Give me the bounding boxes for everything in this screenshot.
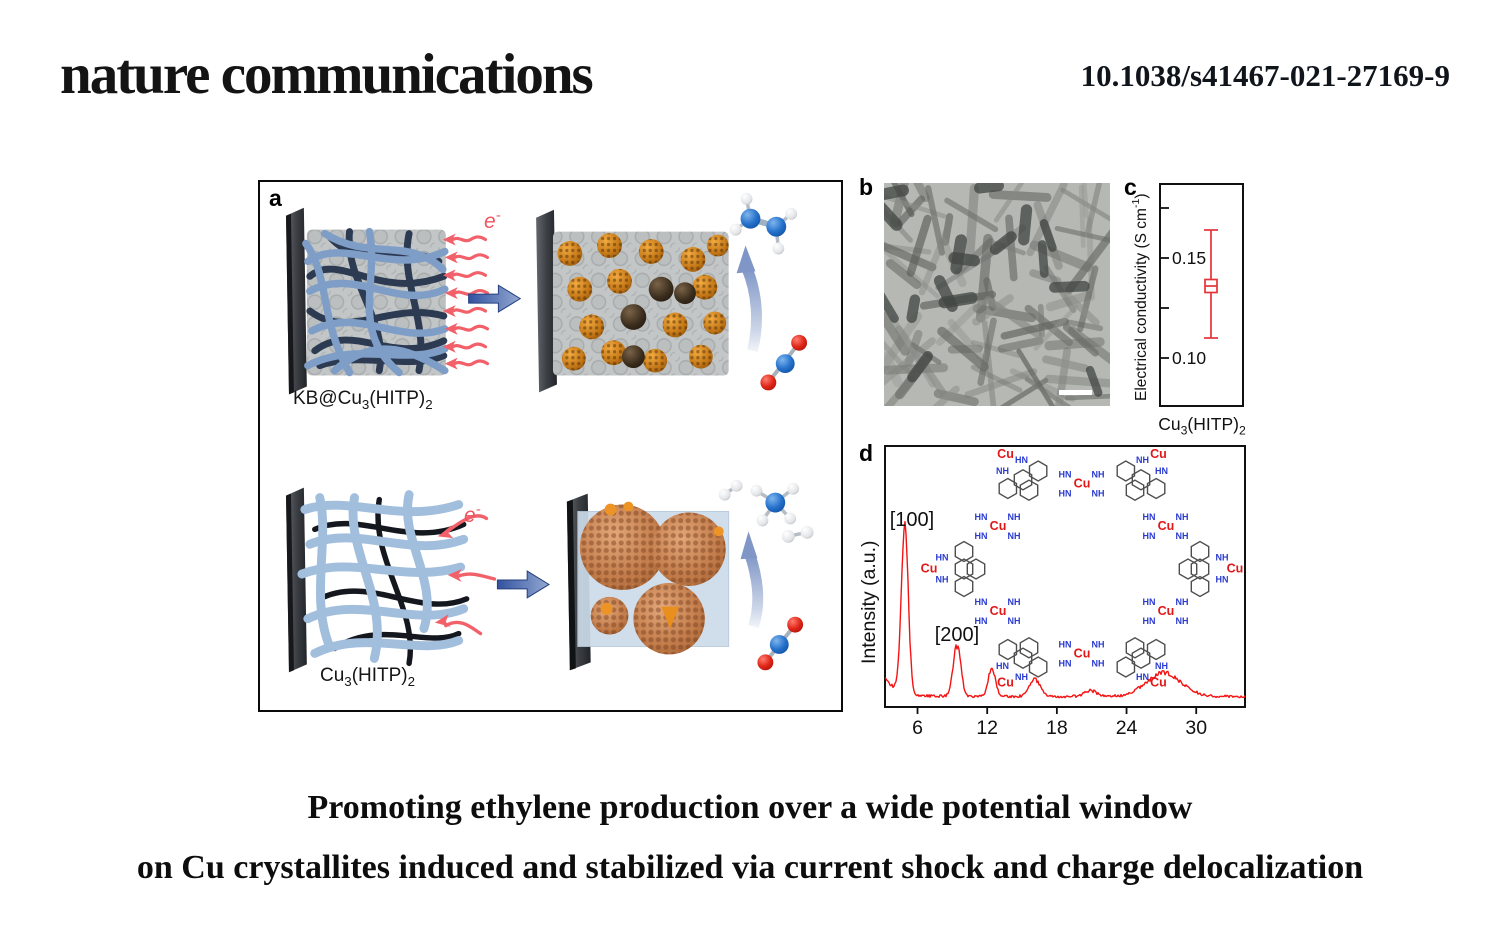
panel-a-illustration [286, 192, 814, 673]
svg-text:HN: HN [1216, 574, 1229, 584]
svg-text:NH: NH [1007, 512, 1020, 522]
svg-text:HN: HN [1059, 658, 1072, 668]
panel-c-label: c [1124, 174, 1137, 200]
electron-flow-arrows-bottom [434, 514, 497, 636]
svg-text:NH: NH [1216, 552, 1229, 562]
svg-text:18: 18 [1046, 717, 1068, 737]
svg-text:Cu: Cu [1158, 519, 1175, 533]
material-label-kb-cu3hitp2: KB@Cu3(HITP)2 [293, 388, 433, 412]
copper-nanoparticles [557, 233, 729, 373]
svg-text:HN: HN [1155, 466, 1168, 476]
doi-text: 10.1038/s41467-021-27169-9 [1080, 58, 1450, 93]
svg-text:NH: NH [1007, 597, 1020, 607]
svg-text:Cu: Cu [1227, 561, 1244, 575]
svg-text:NH: NH [1155, 661, 1168, 671]
panel-b-label: b [859, 174, 874, 200]
mof-nanowires-light [302, 227, 449, 377]
svg-text:HN: HN [1015, 455, 1028, 465]
svg-text:12: 12 [976, 717, 998, 737]
svg-text:0.10: 0.10 [1172, 348, 1206, 368]
paper-title-line1: Promoting ethylene production over a wid… [307, 789, 1193, 826]
panel-d: d Intensity (a.u.) Cu HN NH Cu HN NH HN NH Cu HN N… [855, 437, 1470, 767]
svg-text:24: 24 [1116, 717, 1138, 737]
svg-text:HN: HN [1143, 597, 1156, 607]
svg-text:NH: NH [1176, 512, 1189, 522]
svg-text:NH: NH [1176, 597, 1189, 607]
svg-text:NH: NH [1176, 616, 1189, 626]
panel-c: c Electrical conductivity (S cm-1) 0.15 0… [1124, 172, 1294, 442]
svg-text:HN: HN [1136, 672, 1149, 682]
xrd-peak-100-label: [100] [889, 509, 935, 531]
svg-text:Cu: Cu [1150, 447, 1167, 461]
panel-a: a [258, 180, 843, 712]
svg-text:HN: HN [936, 552, 949, 562]
svg-text:HN: HN [1143, 512, 1156, 522]
svg-text:HN: HN [1059, 488, 1072, 498]
mof-nanowires-bottom [297, 490, 470, 667]
electrode-right-top [536, 209, 557, 393]
svg-text:HN: HN [1059, 639, 1072, 649]
co2-molecule-bottom [757, 616, 804, 671]
svg-text:Cu: Cu [1158, 604, 1175, 618]
product-release-arrow-top [736, 245, 762, 353]
svg-text:Cu: Cu [1150, 676, 1167, 690]
product-release-arrow-bottom [740, 531, 764, 629]
svg-text:HN: HN [1059, 469, 1072, 479]
mof-nanowires-dark [302, 227, 449, 377]
svg-text:Cu: Cu [997, 447, 1014, 461]
copper-crystallites [579, 501, 726, 655]
svg-text:HN: HN [974, 531, 987, 541]
panel-d-label: d [859, 440, 874, 466]
svg-text:HN: HN [1143, 531, 1156, 541]
svg-text:NH: NH [1092, 488, 1105, 498]
svg-text:NH: NH [1015, 672, 1028, 682]
c-y-axis-label: Electrical conductivity (S cm-1) [1129, 193, 1150, 401]
svg-text:HN: HN [974, 616, 987, 626]
svg-text:NH: NH [936, 574, 949, 584]
svg-text:NH: NH [1007, 531, 1020, 541]
ethylene-molecule [729, 192, 798, 255]
c-x-axis-label: Cu3(HITP)2 [1158, 414, 1246, 438]
svg-text:0.15: 0.15 [1172, 248, 1206, 268]
svg-text:Cu: Cu [1074, 476, 1091, 490]
journal-logo: nature communications [60, 43, 594, 106]
svg-text:6: 6 [912, 717, 923, 737]
svg-text:NH: NH [1007, 616, 1020, 626]
electron-label-bottom: e- [464, 502, 481, 527]
material-label-cu3hitp2: Cu3(HITP)2 [320, 665, 416, 689]
electrode-left-bottom [286, 487, 307, 673]
svg-text:Cu: Cu [921, 561, 938, 575]
svg-text:NH: NH [1092, 658, 1105, 668]
svg-text:Cu: Cu [990, 519, 1007, 533]
xrd-peak-200-label: [200] [934, 624, 980, 646]
svg-text:HN: HN [974, 597, 987, 607]
svg-text:NH: NH [1092, 469, 1105, 479]
svg-text:Cu: Cu [997, 676, 1014, 690]
scale-bar [1059, 390, 1092, 395]
dark-carbon-spheres [620, 276, 696, 369]
tem-image [884, 183, 1110, 406]
svg-text:HN: HN [974, 512, 987, 522]
co2-molecule-top [760, 334, 808, 391]
reaction-arrow-bottom [496, 570, 550, 599]
svg-text:NH: NH [996, 466, 1009, 476]
panel-a-label: a [269, 185, 282, 211]
electron-label-top: e- [484, 208, 501, 233]
svg-text:Cu: Cu [1074, 646, 1091, 660]
panel-b: b [855, 172, 1117, 412]
svg-text:NH: NH [1092, 639, 1105, 649]
electrode-left-top [286, 207, 307, 395]
hydrogen-molecules [718, 479, 814, 543]
svg-text:HN: HN [996, 661, 1009, 671]
conductivity-chart: 0.15 0.10 [1159, 183, 1244, 407]
svg-text:30: 30 [1185, 717, 1207, 737]
svg-text:Cu: Cu [990, 604, 1007, 618]
svg-text:HN: HN [1143, 616, 1156, 626]
svg-text:NH: NH [1176, 531, 1189, 541]
svg-text:NH: NH [1136, 455, 1149, 465]
paper-title-line2: on Cu crystallites induced and stabilize… [136, 849, 1364, 886]
methane-molecule [750, 482, 800, 527]
